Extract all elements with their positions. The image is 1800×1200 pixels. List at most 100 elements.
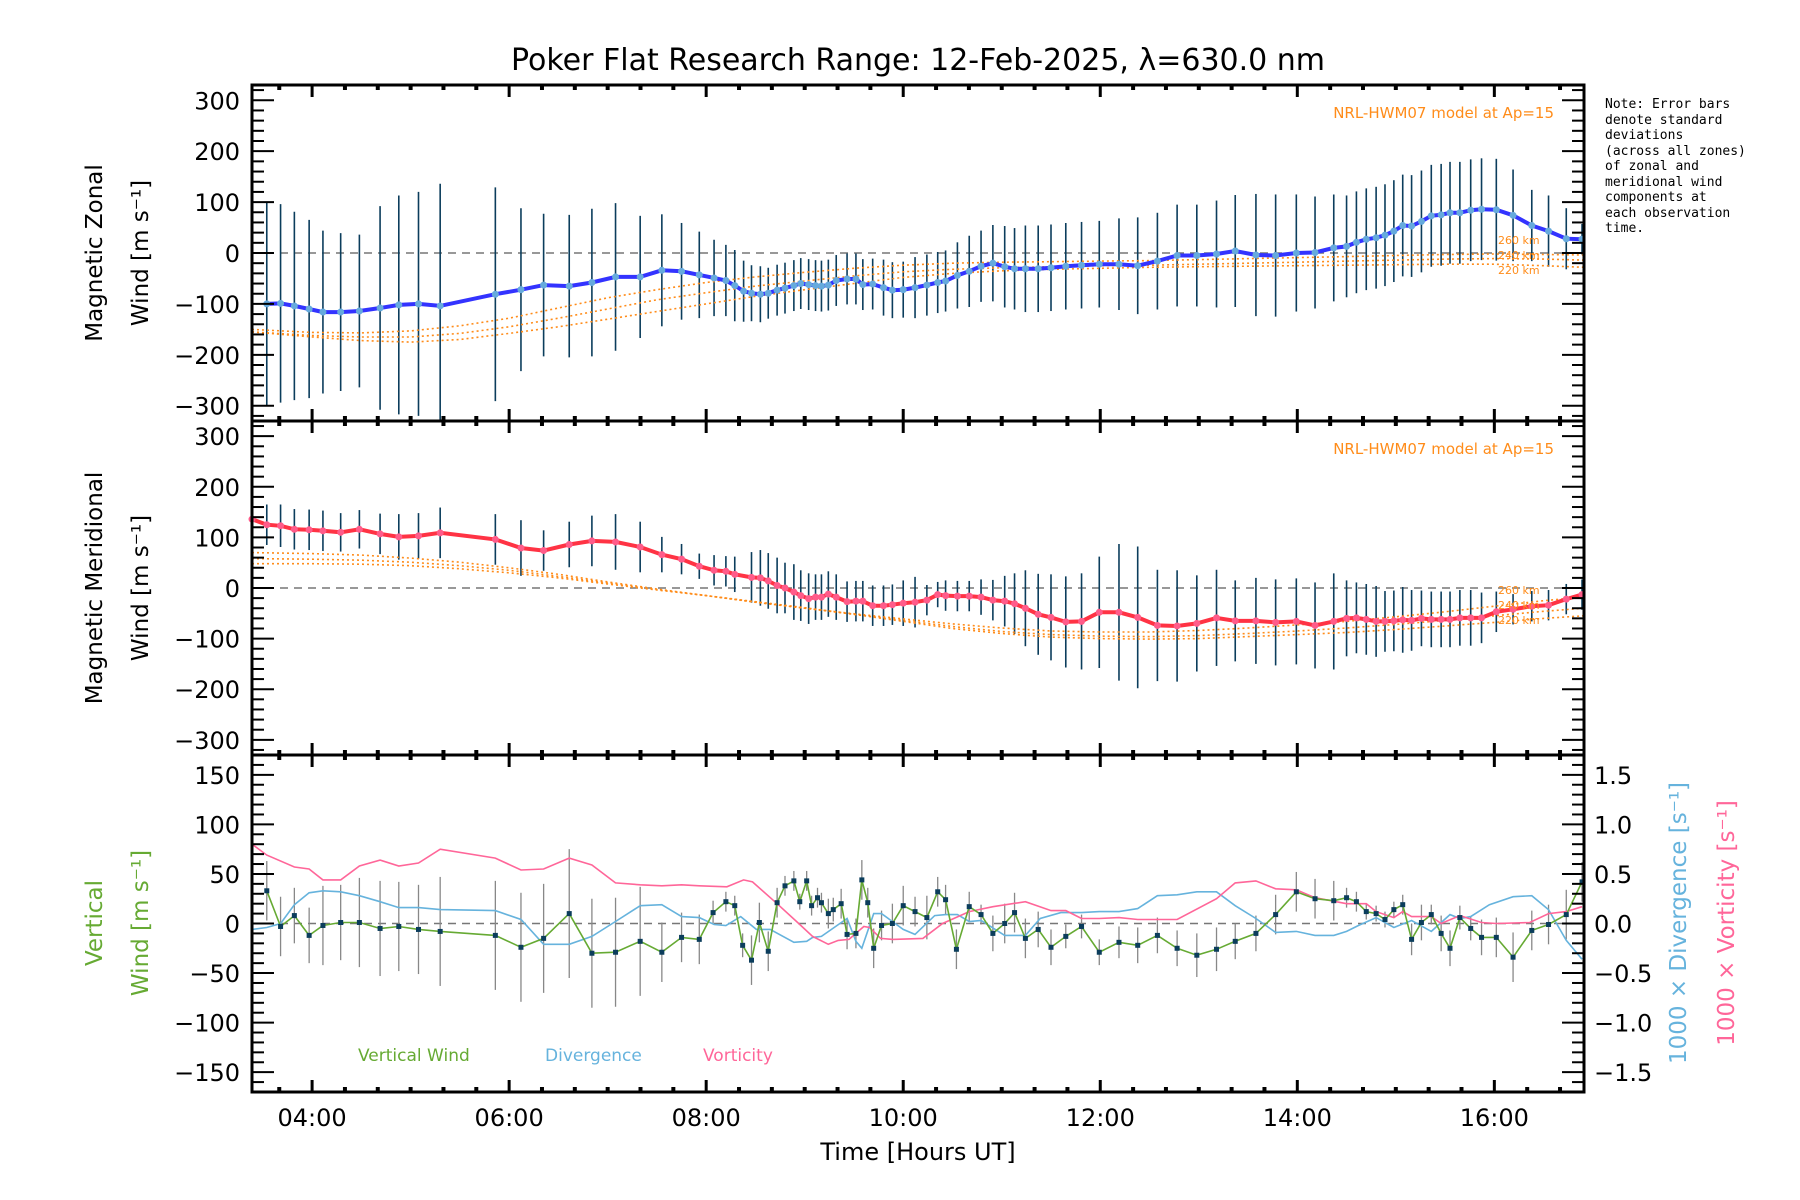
data-point [1562,235,1570,243]
data-point [1381,231,1389,239]
data-point [319,308,327,316]
data-point [1438,930,1444,936]
data-point [756,920,762,926]
x-tick-label: 04:00 [278,1104,347,1132]
y2-tick-label: 0.0 [1594,911,1632,939]
data-point [710,910,716,916]
data-point [415,300,422,308]
data-point [1509,605,1517,613]
data-point [1193,252,1201,260]
data-point [1213,614,1221,622]
data-point [832,276,840,284]
data-point [888,286,896,294]
data-point [710,566,718,574]
model-curve-hwm07-220-km [251,263,1585,343]
data-point [658,266,666,274]
x-axis-title: Time [Hours UT] [819,1138,1015,1166]
data-point [305,526,313,534]
data-point [1446,615,1454,623]
data-point [1467,614,1475,622]
y-tick-label: 100 [194,811,240,839]
data-point [817,593,825,601]
zonal-alt-label-260: 260 km [1498,234,1540,247]
data-point [923,281,931,289]
vorticity-line [251,843,1583,946]
data-point [1510,954,1516,960]
data-point [565,540,573,548]
data-point [1493,934,1499,940]
data-point [1417,614,1425,622]
data-point [1062,262,1070,270]
data-point [1344,895,1350,901]
data-point [517,286,525,294]
data-point [923,596,931,604]
data-point [1272,252,1280,260]
data-point [818,900,824,906]
data-point [1021,604,1029,612]
data-point [966,904,972,910]
data-point [264,888,270,894]
data-point [415,532,422,540]
data-point [695,271,703,279]
data-point [1492,608,1500,616]
data-point [965,267,973,275]
data-point [1095,260,1103,268]
data-point [1232,938,1238,944]
data-point [1193,619,1201,627]
data-point [1174,945,1180,951]
data-point [1427,615,1435,623]
data-point [1363,909,1369,915]
meridional-alt-label-260: 260 km [1498,584,1540,597]
data-point [1391,907,1397,913]
data-point [1312,896,1318,902]
data-point [942,592,950,600]
data-point [740,287,748,295]
error-bar-note: Note: Error bars denote standard deviati… [1605,97,1795,237]
data-point [1331,898,1337,904]
data-point [1311,621,1319,629]
data-point [943,897,949,903]
data-point [1214,946,1220,952]
data-point [1292,249,1300,257]
y-tick-label: −100 [174,291,240,319]
data-point [900,903,906,909]
data-point [437,928,443,934]
data-point [1062,618,1070,626]
data-point [1399,222,1407,230]
data-point [889,921,895,926]
data-point [1002,921,1008,926]
note-line: of zonal and [1605,159,1699,174]
data-point [781,584,789,592]
data-point [1447,945,1453,951]
data-point [1468,925,1474,931]
data-point [1546,921,1552,927]
meridional-alt-label-220: 220 km [1498,614,1540,627]
data-point [748,289,755,297]
y2-tick-label: 1.0 [1594,811,1632,839]
note-line: each observation [1605,205,1731,221]
data-point [773,581,781,589]
data-point [1400,902,1406,908]
data-point [1330,244,1338,252]
data-point [953,271,961,279]
data-point [731,282,739,290]
data-point [859,597,867,605]
data-point [1352,614,1360,622]
data-point [838,901,844,907]
data-point [1330,617,1338,625]
data-point [1579,879,1585,885]
data-point [1253,930,1259,936]
data-point [825,911,831,917]
data-point [1011,600,1019,608]
y-tick-label: 0 [225,911,240,939]
data-point [791,878,797,884]
data-point [812,282,820,290]
data-point [1311,248,1319,256]
data-point [695,562,703,570]
meridional-model-label: NRL-HWM07 model at Ap=15 [1333,440,1554,458]
data-point [710,274,718,282]
data-point [636,273,644,281]
data-point [1001,263,1009,271]
data-point [797,280,805,288]
data-point [1252,617,1260,625]
